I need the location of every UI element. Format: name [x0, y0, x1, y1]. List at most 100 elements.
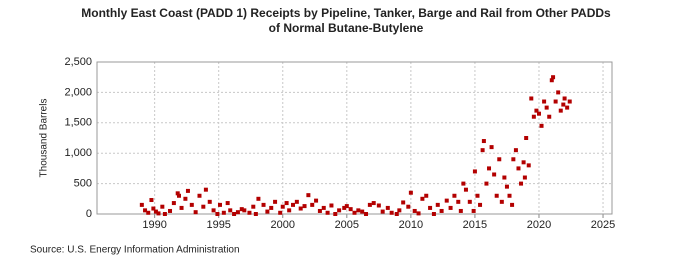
point [179, 205, 184, 210]
point [494, 193, 499, 198]
point [291, 202, 296, 207]
point [146, 210, 151, 215]
point [367, 202, 372, 207]
point [352, 210, 357, 215]
point [344, 204, 349, 209]
point [524, 136, 529, 140]
point [151, 206, 156, 211]
point [162, 212, 167, 216]
point [153, 209, 158, 214]
point [536, 111, 541, 116]
point [487, 166, 492, 171]
point [551, 75, 556, 80]
point [452, 193, 457, 198]
point [553, 99, 558, 104]
point [298, 206, 303, 211]
x-tick-label: 2010 [399, 219, 423, 231]
point [380, 209, 385, 214]
point [521, 160, 526, 165]
point [160, 204, 165, 209]
point [461, 181, 466, 186]
point [448, 205, 453, 210]
point [562, 96, 567, 101]
point [176, 193, 181, 198]
point [513, 148, 518, 153]
point [235, 210, 240, 215]
point [189, 202, 194, 207]
point [481, 139, 486, 144]
y-tick-label: 1,000 [64, 147, 92, 159]
y-tick-label: 0 [86, 208, 92, 220]
point [472, 169, 477, 174]
y-tick-label: 2,500 [64, 56, 92, 68]
point [221, 210, 226, 215]
point [364, 212, 369, 216]
point [408, 190, 413, 195]
point [542, 99, 547, 104]
point [256, 196, 261, 201]
point [360, 209, 365, 214]
point [302, 204, 307, 209]
point [225, 201, 230, 206]
point [529, 96, 534, 101]
point [480, 148, 485, 153]
point [183, 196, 188, 201]
point [504, 184, 509, 189]
point [431, 212, 436, 216]
chart-title: Monthly East Coast (PADD 1) Receipts by … [81, 6, 611, 20]
point [420, 196, 425, 201]
point [197, 193, 202, 198]
point [549, 78, 554, 83]
point [201, 204, 206, 209]
point [203, 187, 208, 192]
point [556, 90, 561, 95]
point [253, 212, 258, 216]
point [444, 198, 449, 203]
point [265, 209, 270, 214]
point [565, 105, 570, 110]
point [306, 193, 311, 198]
point [526, 163, 531, 168]
point [273, 199, 278, 204]
point [239, 207, 244, 212]
point [561, 102, 566, 107]
point [456, 199, 461, 204]
point [544, 105, 549, 110]
point [310, 202, 315, 207]
point [321, 205, 326, 210]
point [567, 99, 572, 104]
point [502, 175, 507, 180]
point [317, 208, 322, 213]
point [394, 212, 399, 216]
point [389, 210, 394, 215]
point [284, 201, 289, 206]
point [217, 202, 222, 207]
point [215, 212, 220, 216]
point [261, 202, 266, 207]
point [356, 208, 361, 213]
point [325, 210, 330, 215]
point [185, 188, 190, 193]
point [207, 199, 212, 204]
point [149, 198, 154, 203]
point [342, 205, 347, 210]
y-tick-label: 500 [74, 178, 92, 190]
point [412, 208, 417, 213]
x-tick-label: 2015 [463, 219, 487, 231]
point [416, 211, 421, 216]
source-note: Source: U.S. Energy Information Administ… [30, 245, 240, 256]
point [497, 157, 502, 162]
point [406, 204, 411, 209]
point [547, 114, 552, 119]
point [314, 198, 319, 203]
point [424, 193, 429, 198]
point [211, 208, 216, 213]
chart-title: of Normal Butane-Butylene [269, 21, 424, 35]
x-tick-label: 2020 [527, 219, 551, 231]
point [458, 208, 463, 213]
x-tick-label: 1990 [142, 219, 166, 231]
point [507, 193, 512, 198]
point [385, 205, 390, 210]
point [333, 212, 338, 216]
